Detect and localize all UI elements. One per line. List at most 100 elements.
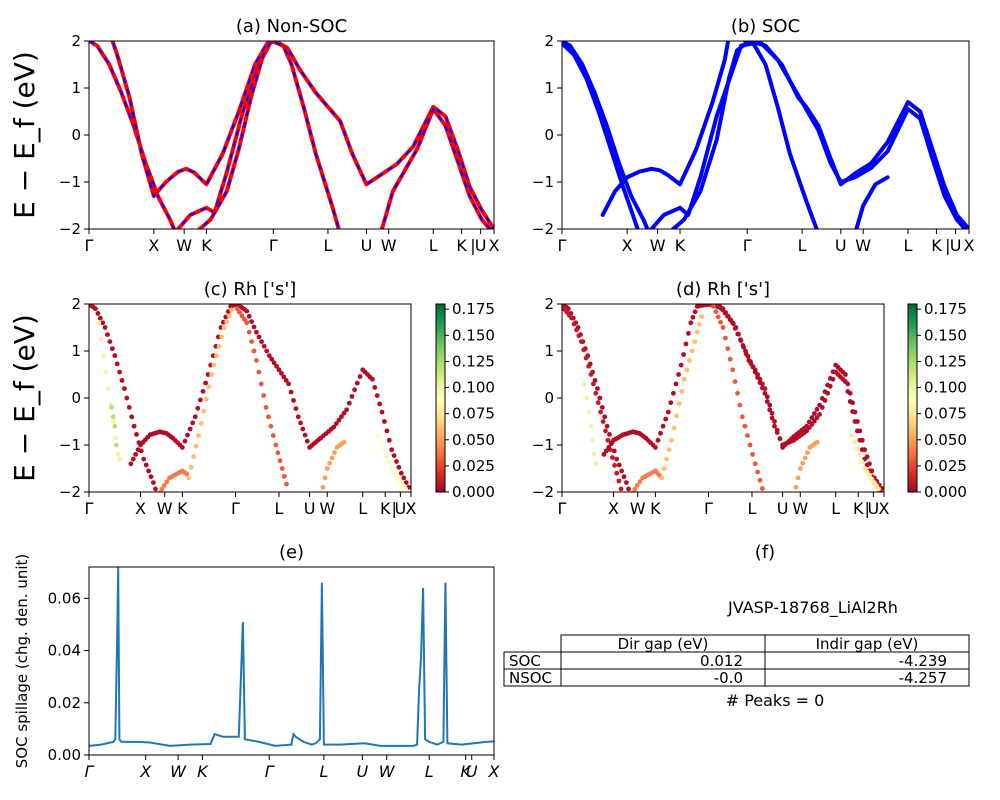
x-tick-label: X <box>488 762 501 781</box>
projection-point <box>112 423 118 429</box>
projection-point <box>203 380 209 386</box>
projection-point <box>692 309 698 315</box>
projection-point <box>805 450 810 455</box>
band-lines <box>562 41 969 229</box>
y-tick-label: 1 <box>71 342 81 360</box>
projection-point <box>663 416 669 422</box>
projection-point <box>612 463 617 468</box>
y-tick-label: 2 <box>71 295 81 313</box>
projection-point <box>258 381 264 387</box>
projection-point <box>769 415 775 421</box>
projection-point <box>616 462 622 468</box>
projection-point <box>584 395 590 401</box>
projection-point <box>295 414 301 420</box>
x-tick-label: L <box>275 499 284 518</box>
x-tick-label: K <box>201 236 212 255</box>
projection-point <box>256 369 262 375</box>
projection-point <box>291 398 296 403</box>
material-id: JVASP-18768_LiAl2Rh <box>727 598 898 618</box>
projection-point <box>637 479 643 485</box>
projection-point <box>107 339 113 344</box>
projection-point <box>302 432 308 438</box>
projection-point <box>384 428 390 434</box>
projection-point <box>124 395 130 401</box>
projection-point <box>859 447 865 453</box>
projection-point <box>748 359 753 364</box>
x-tick-label: K <box>380 499 391 518</box>
x-tick-label: W <box>381 236 397 255</box>
projection-point <box>134 432 139 437</box>
projection-point <box>852 419 858 424</box>
projection-point <box>352 387 357 393</box>
projection-point <box>767 407 773 413</box>
y-tick-label: −2 <box>59 220 81 238</box>
projection-point <box>327 460 333 466</box>
projection-point <box>827 383 833 389</box>
projection-point <box>604 423 610 429</box>
band-line-dash-4 <box>198 41 340 229</box>
projection-point <box>777 436 783 442</box>
projection-point <box>750 364 756 370</box>
header-dir-gap: Dir gap (eV) <box>618 635 709 653</box>
gap-table: Dir gap (eV) Indir gap (eV) SOC 0.012 -4.239… <box>503 634 970 687</box>
band-line-5 <box>670 41 969 229</box>
x-tick-label: X <box>148 236 159 255</box>
projection-point <box>288 389 294 395</box>
projection-point <box>188 464 194 470</box>
projection-point <box>621 474 627 480</box>
projection-point <box>109 405 114 410</box>
y-tick-label: −1 <box>532 173 554 191</box>
projection-point <box>122 386 127 391</box>
x-tick-label: K <box>456 236 467 255</box>
y-tick-label: −1 <box>532 436 554 454</box>
projection-point <box>864 462 870 468</box>
projection-point <box>244 320 250 326</box>
projection-point <box>588 423 594 429</box>
x-tick-label: L <box>358 499 367 518</box>
y-axis-label: SOC spillage (chg. den. unit) <box>13 554 31 769</box>
colorbar-tick-label: 0.025 <box>452 457 495 475</box>
panel-b-title: (b) SOC <box>731 16 800 37</box>
colorbar-tick-label: 0.000 <box>452 483 495 501</box>
x-tick-label: W <box>379 762 396 781</box>
projection-point <box>632 486 638 492</box>
projection-point <box>386 459 392 465</box>
projection-point <box>344 407 349 413</box>
projection-point <box>192 414 198 420</box>
band-line-1 <box>562 41 650 229</box>
x-tick-label: Γ <box>85 499 94 518</box>
projection-point <box>717 304 723 309</box>
projection-point <box>374 393 380 398</box>
projection-point <box>737 402 743 408</box>
x-tick-label: Γ <box>265 762 275 781</box>
projection-point <box>669 437 674 443</box>
projection-point <box>742 423 748 429</box>
x-tick-label: X <box>139 762 152 781</box>
projection-point <box>616 478 622 484</box>
projection-point <box>819 405 825 410</box>
projection-point <box>658 430 663 436</box>
projection-point <box>809 421 815 427</box>
projection-point <box>403 480 409 485</box>
projection-point <box>300 426 306 432</box>
projection-point <box>847 399 853 404</box>
projection-point <box>755 375 760 380</box>
projection-point <box>195 405 201 411</box>
projection-point <box>825 390 830 396</box>
projection-point <box>690 314 696 320</box>
projection-point <box>817 412 822 417</box>
projection-point <box>757 477 763 483</box>
x-tick-label: W <box>855 236 871 255</box>
x-tick-label: K <box>853 499 864 518</box>
projection-point <box>610 455 615 460</box>
projection-point <box>216 334 221 340</box>
projection-point <box>398 470 404 476</box>
projection-point <box>603 428 608 434</box>
projection-point <box>730 320 736 326</box>
projection-point <box>602 414 608 420</box>
x-tick-label: Γ <box>231 499 240 518</box>
projection-point <box>614 456 620 462</box>
projection-point <box>752 461 758 467</box>
